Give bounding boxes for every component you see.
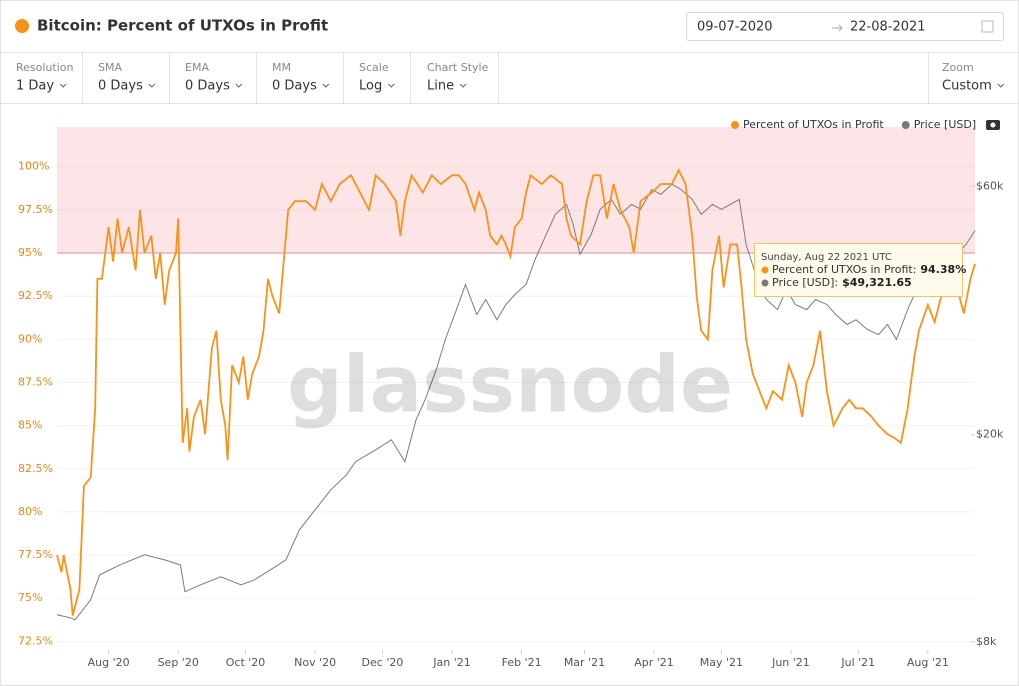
legend-swatch [731, 121, 739, 129]
chevron [148, 83, 156, 88]
watermark: glassnode [287, 340, 733, 430]
bitcoin-icon [15, 19, 29, 33]
y-tick-label: 80% [18, 505, 42, 518]
control-value[interactable]: 0 Days [272, 79, 317, 94]
tooltip-name: Percent of UTXOs in Profit: [772, 263, 916, 276]
control-label: EMA [185, 61, 209, 74]
chevron [322, 83, 330, 88]
tooltip-swatch [761, 279, 769, 287]
y-tick-label: 82.5% [18, 462, 53, 475]
control-label: Resolution [16, 61, 74, 74]
control-label: Chart Style [427, 61, 489, 74]
x-tick-label: Jun '21 [771, 656, 810, 669]
legend-label[interactable]: Percent of UTXOs in Profit [743, 118, 884, 131]
tooltip-name: Price [USD]: [772, 276, 838, 289]
y2-tick-label: $60k [976, 179, 1004, 192]
control-label: SMA [98, 61, 122, 74]
x-tick-label: May '21 [700, 656, 743, 669]
control-value[interactable]: Line [427, 79, 454, 94]
tooltip-value: 94.38% [920, 263, 966, 276]
x-tick-label: Sep '20 [158, 656, 199, 669]
series-line [56, 168, 976, 616]
overlay: Percent of UTXOs in Profit Price [USD] Sun… [731, 118, 1000, 297]
y-tick-label: 77.5% [18, 548, 53, 561]
control-value[interactable]: 0 Days [185, 79, 230, 94]
y-tick-label: 75% [18, 591, 42, 604]
y2-tick-label: $8k [976, 635, 997, 648]
x-tick-label: Apr '21 [634, 656, 674, 669]
x-tick-label: Mar '21 [564, 656, 605, 669]
x-tick-label: Jan '21 [432, 656, 470, 669]
y-tick-label: 85% [18, 419, 42, 432]
y-tick-label: 87.5% [18, 375, 53, 388]
calendar-icon[interactable] [981, 20, 994, 33]
x-tick-label: Nov '20 [294, 656, 336, 669]
y-tick-label: 97.5% [18, 203, 53, 216]
chevron [235, 83, 243, 88]
control-value[interactable]: Log [359, 79, 382, 94]
x-tick-label: Feb '21 [502, 656, 542, 669]
y2-tick-label: $20k [976, 428, 1004, 441]
date-range[interactable] [686, 12, 1004, 41]
control-label: Zoom [942, 61, 974, 74]
date-to[interactable]: 22-08-2021 [850, 20, 926, 35]
y-tick-label: 92.5% [18, 289, 53, 302]
x-tick-label: Dec '20 [362, 656, 404, 669]
control-value[interactable]: 1 Day [16, 79, 54, 94]
tooltip-value: $49,321.65 [842, 276, 912, 289]
x-tick-label: Aug '20 [88, 656, 130, 669]
x-tick-label: Oct '20 [226, 656, 266, 669]
y-tick-label: 100% [18, 160, 49, 173]
legend-swatch [901, 121, 910, 129]
x-tick-label: Jul '21 [840, 656, 875, 669]
tooltip-swatch [761, 266, 769, 274]
chevron [459, 83, 467, 88]
control-value[interactable]: Custom [942, 79, 992, 94]
page-title: Bitcoin: Percent of UTXOs in Profit [37, 17, 328, 35]
threshold-band [57, 127, 975, 254]
date-from[interactable]: 09-07-2020 [697, 20, 773, 35]
control-value[interactable]: 0 Days [98, 79, 143, 94]
x-tick-label: Aug '21 [907, 656, 949, 669]
camera-lens [990, 122, 996, 128]
tooltip [754, 243, 963, 297]
control-label: MM [272, 61, 291, 74]
control-label: Scale [359, 61, 389, 74]
tooltip-title: Sunday, Aug 22 2021 UTC [761, 252, 892, 263]
chevron [387, 83, 395, 88]
legend-label[interactable]: Price [USD] [914, 118, 976, 131]
chart: 72.5% 75% 77.5% 80% 82.5% 85% 87.5% 90% 92.5% 95%… [18, 127, 1004, 669]
toolbar: Resolution 1 Day SMA 0 Days EMA 0 Days MM 0 Day… [16, 53, 1005, 103]
chevron [59, 83, 67, 88]
series-line [56, 183, 976, 621]
arrow-icon [832, 24, 843, 32]
y-tick-label: 95% [18, 246, 42, 259]
chevron [997, 83, 1005, 88]
y-tick-label: 72.5% [18, 634, 53, 647]
y-tick-label: 90% [18, 332, 42, 345]
